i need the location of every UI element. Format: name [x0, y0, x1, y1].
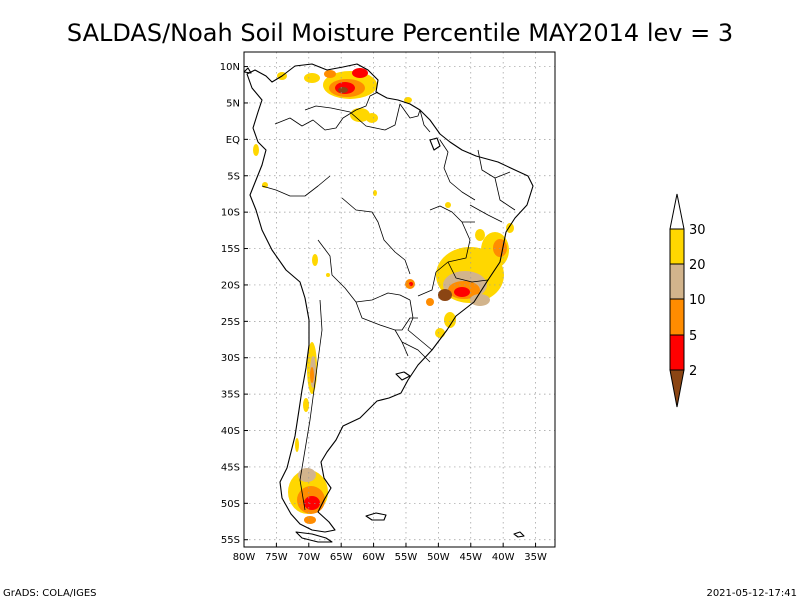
colorbar: 30 20 10 5 2 [669, 193, 706, 408]
colorbar-bottom-triangle [669, 369, 685, 408]
lon-tick-label: 50W [427, 552, 450, 563]
lat-tick-label: 55S [221, 535, 240, 546]
lat-tick-label: 45S [221, 462, 240, 473]
lat-tick-label: 5N [226, 98, 240, 109]
coastline [246, 63, 534, 533]
lon-tick-label: 60W [362, 552, 385, 563]
lon-tick-label: 65W [330, 552, 353, 563]
lat-tick-label: 50S [221, 499, 240, 510]
lat-tick-label: 15S [221, 244, 240, 255]
anomaly-shading [253, 68, 514, 524]
lat-tick-label: EQ [226, 135, 240, 146]
map-title: SALDAS/Noah Soil Moisture Percentile MAY… [67, 19, 733, 47]
footer-timestamp: 2021-05-12-17:41 [706, 588, 797, 599]
lat-tick-label: 30S [221, 353, 240, 364]
map-panel: 10N5NEQ5S10S15S20S25S30S35S40S45S50S55S … [220, 51, 556, 563]
country-borders [261, 91, 516, 511]
lon-tick-label: 70W [297, 552, 320, 563]
colorbar-label-2: 2 [689, 364, 697, 379]
lon-tick-label: 80W [233, 552, 256, 563]
lon-tick-label: 35W [524, 552, 547, 563]
lat-tick-label: 40S [221, 426, 240, 437]
longitude-tick-labels: 80W 75W 70W 65W 60W 55W 50W 45W 40W 35W [233, 543, 547, 563]
colorbar-swatch-5-10 [669, 298, 685, 336]
lat-tick-label: 10S [221, 208, 240, 219]
lon-tick-label: 75W [265, 552, 288, 563]
latitude-tick-labels: 10N 5N EQ 5S 10S 15S 20S 25S 30S 35S 40S 45S 50S 55S [220, 62, 248, 546]
colorbar-swatch-2-5 [669, 334, 685, 371]
lon-tick-label: 40W [492, 552, 515, 563]
lon-tick-label: 55W [395, 552, 418, 563]
colorbar-top-triangle [669, 193, 685, 230]
lat-tick-label: 10N [220, 62, 240, 73]
map-frame [243, 51, 556, 548]
lat-tick-label: 35S [221, 390, 240, 401]
grid-lines [243, 52, 555, 547]
footer-credit: GrADS: COLA/IGES [3, 588, 97, 599]
colorbar-label-30: 30 [689, 223, 706, 238]
lat-tick-label: 5S [227, 171, 240, 182]
lon-tick-label: 45W [459, 552, 482, 563]
colorbar-swatch-10-20 [669, 263, 685, 300]
colorbar-label-10: 10 [689, 293, 706, 308]
colorbar-label-5: 5 [689, 329, 697, 344]
colorbar-label-20: 20 [689, 258, 706, 273]
lat-tick-label: 25S [221, 317, 240, 328]
lat-tick-label: 20S [221, 280, 240, 291]
colorbar-swatch-20-30 [669, 228, 685, 265]
